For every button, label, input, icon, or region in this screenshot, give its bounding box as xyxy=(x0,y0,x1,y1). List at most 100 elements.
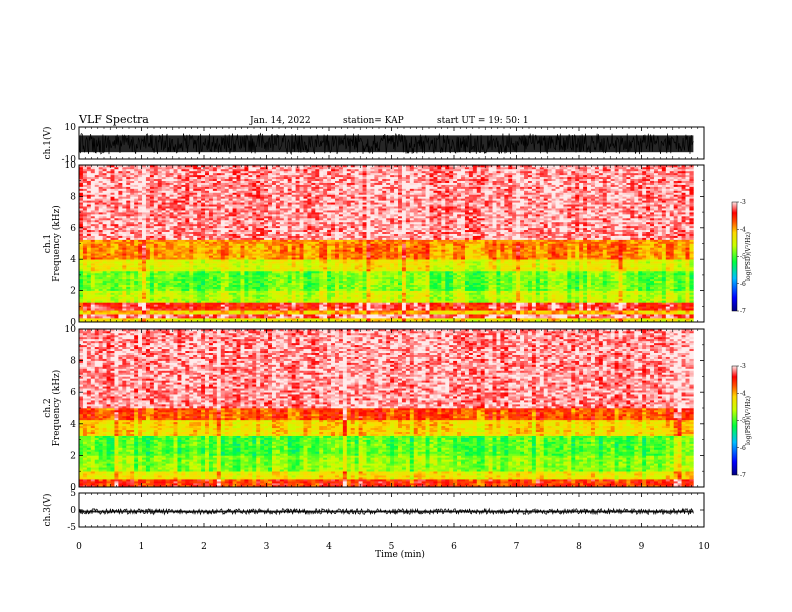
spectrogram-cell xyxy=(216,308,222,311)
spectrogram-cell xyxy=(102,269,107,272)
spectrogram-cell xyxy=(287,292,292,295)
spectrogram-cell xyxy=(673,276,678,280)
spectrogram-cell xyxy=(134,284,139,287)
spectrogram-cell xyxy=(268,261,273,264)
spectrogram-cell xyxy=(244,280,249,284)
spectrogram-cell xyxy=(449,306,454,309)
spectrogram-cell xyxy=(323,300,328,303)
spectrogram-cell xyxy=(370,261,375,264)
spectrogram-cell xyxy=(638,288,643,291)
spectrogram-cell xyxy=(319,304,324,307)
spectrogram-cell xyxy=(114,278,119,282)
spectrogram-cell xyxy=(248,306,253,309)
spectrogram-cell xyxy=(508,292,513,295)
spectrogram-cell xyxy=(370,310,375,313)
spectrogram-cell xyxy=(681,320,686,323)
spectrogram-cell xyxy=(457,265,462,268)
spectrogram-cell xyxy=(622,284,627,287)
spectrogram-cell xyxy=(445,314,450,317)
spectrogram-cell xyxy=(370,294,375,297)
spectrogram-cell xyxy=(185,304,190,307)
spectrogram-cell xyxy=(240,314,245,317)
spectrogram-cell xyxy=(496,280,501,284)
spectrogram-cell xyxy=(110,261,115,264)
spectrogram-cell xyxy=(567,276,572,280)
spectrogram-cell xyxy=(232,265,237,268)
spectrogram-cell xyxy=(287,263,292,266)
spectrogram-cell xyxy=(449,274,454,278)
spectrogram-cell xyxy=(382,263,387,266)
spectrogram-cell xyxy=(598,280,604,284)
spectrogram-cell xyxy=(90,290,96,293)
spectrogram-cell xyxy=(634,282,639,286)
spectrogram-cell xyxy=(429,282,434,286)
spectrogram-cell xyxy=(500,306,505,309)
spectrogram-cell xyxy=(539,280,545,284)
spectrogram-cell xyxy=(685,308,690,311)
spectrogram-cell xyxy=(256,294,261,297)
spectrogram-cell xyxy=(461,284,466,287)
spectrogram-cell xyxy=(409,272,415,276)
spectrogram-cell xyxy=(98,294,103,297)
spectrogram-cell xyxy=(571,312,576,315)
spectrogram-cell xyxy=(346,296,352,299)
spectrogram-cell xyxy=(315,292,320,295)
spectrogram-cell xyxy=(409,302,415,305)
spectrogram-cell xyxy=(216,292,222,295)
spectrogram-cell xyxy=(134,263,139,266)
spectrogram-cell xyxy=(236,282,241,286)
spectrogram-cell xyxy=(626,288,631,291)
spectrogram-cell xyxy=(508,265,513,268)
spectrogram-cell xyxy=(374,306,379,309)
spectrogram-cell xyxy=(287,267,292,270)
spectrogram-cell xyxy=(342,296,348,299)
spectrogram-cell xyxy=(606,292,611,295)
spectrogram-cell xyxy=(173,296,178,299)
spectrogram-cell xyxy=(334,316,340,319)
spectrogram-cell xyxy=(303,263,308,266)
spectrogram-cell xyxy=(665,292,671,295)
spectrogram-cell xyxy=(374,288,379,291)
spectrogram-cell xyxy=(563,278,568,282)
spectrogram-cell xyxy=(126,316,131,319)
spectrogram-cell xyxy=(496,318,501,321)
spectrogram-cell xyxy=(79,302,84,305)
spectrogram-cell xyxy=(232,302,237,305)
spectrogram-cell xyxy=(169,304,174,307)
spectrogram-cell xyxy=(457,306,462,309)
spectrogram-cell xyxy=(291,290,296,293)
spectrogram-cell xyxy=(94,286,99,289)
spectrogram-cell xyxy=(291,302,296,305)
spectrogram-cell xyxy=(79,280,84,284)
spectrogram-cell xyxy=(484,272,489,276)
spectrogram-cell xyxy=(181,300,186,303)
spectrogram-cell xyxy=(342,282,348,286)
spectrogram-cell xyxy=(331,274,336,278)
spectrogram-cell xyxy=(130,294,135,297)
spectrogram-cell xyxy=(240,310,245,313)
spectrogram-cell xyxy=(319,274,324,278)
spectrogram-cell xyxy=(539,294,545,297)
spectrogram-cell xyxy=(287,316,292,319)
spectrogram-cell xyxy=(208,280,214,284)
spectrogram-cell xyxy=(79,294,84,297)
spectrogram-cell xyxy=(142,296,147,299)
spectrogram-cell xyxy=(378,278,383,282)
spectrogram-cell xyxy=(657,306,663,309)
spectrogram-cell xyxy=(79,292,84,295)
spectrogram-cell xyxy=(303,296,308,299)
spectrogram-cell xyxy=(374,308,379,311)
spectrogram-cell xyxy=(90,263,96,266)
spectrogram-cell xyxy=(433,292,438,295)
spectrogram-cell xyxy=(563,302,568,305)
spectrogram-cell xyxy=(256,267,261,270)
spectrogram-cell xyxy=(587,320,592,323)
spectrogram-cell xyxy=(173,298,178,301)
spectrogram-cell xyxy=(571,276,576,280)
spectrogram-cell xyxy=(681,286,686,289)
spectrogram-cell xyxy=(472,288,478,291)
spectrogram-cell xyxy=(661,294,667,297)
spectrogram-cell xyxy=(382,316,387,319)
spectrogram-cell xyxy=(362,261,367,264)
spectrogram-cell xyxy=(130,292,135,295)
